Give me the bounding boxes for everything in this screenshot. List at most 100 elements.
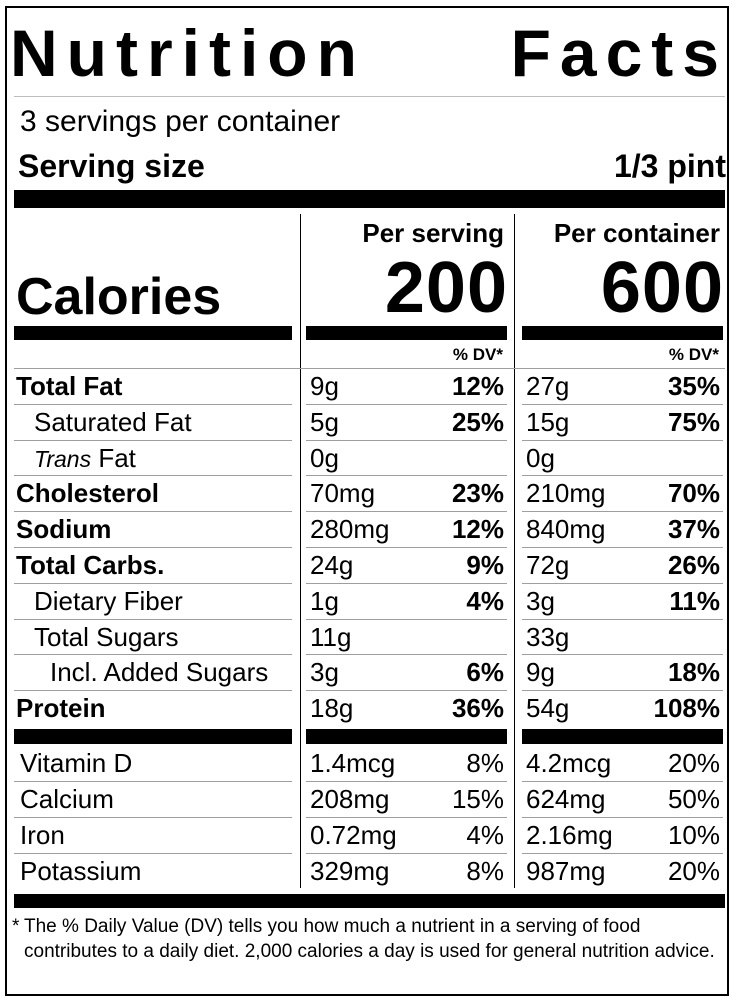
nutrient-name: Dietary Fiber [34, 586, 183, 616]
row-divider [306, 654, 507, 655]
thick-rule-bottom [14, 894, 725, 908]
serving-dv: 23% [451, 478, 504, 508]
serving-amount: 9g [310, 371, 339, 401]
container-amount: 840mg [526, 514, 606, 544]
vitamin-name: Potassium [20, 856, 142, 886]
vitamin-name: Vitamin D [20, 748, 133, 778]
container-amount: 4.2mcg [526, 748, 612, 778]
calories-rule [522, 326, 723, 340]
serving-amount: 18g [310, 693, 354, 723]
container-dv: 35% [667, 371, 720, 401]
row-divider [14, 619, 292, 620]
container-dv: 26% [667, 550, 720, 580]
row-divider [306, 475, 507, 476]
row-divider [522, 583, 723, 584]
column-divider-serving [300, 214, 301, 888]
container-amount: 210mg [526, 478, 606, 508]
row-divider [14, 583, 292, 584]
vitamin-name: Calcium [20, 784, 114, 814]
container-dv: 20% [667, 856, 720, 886]
serving-amount: 11g [310, 622, 352, 652]
serving-amount: 208mg [310, 784, 390, 814]
row-divider [306, 511, 507, 512]
row-divider [14, 547, 292, 548]
dv-header-container: % DV* [668, 345, 719, 364]
row-divider [306, 547, 507, 548]
nutrient-name: Saturated Fat [34, 407, 192, 437]
container-amount: 624mg [526, 784, 606, 814]
serving-dv: 8% [466, 748, 504, 778]
serving-dv: 8% [466, 856, 504, 886]
label-title: Nutrition Facts [10, 18, 722, 88]
serving-amount: 329mg [310, 856, 390, 886]
container-amount: 987mg [526, 856, 606, 886]
serving-dv: 36% [451, 693, 504, 723]
row-divider [522, 440, 723, 441]
servings-per-container: 3 servings per container [20, 105, 341, 138]
row-divider [14, 440, 292, 441]
serving-amount: 1g [310, 586, 339, 616]
serving-dv: 4% [466, 820, 504, 850]
per-container-header: Per container [553, 218, 720, 248]
calories-label: Calories [16, 268, 222, 326]
vitamin-name: Iron [20, 820, 65, 850]
container-amount: 2.16mg [526, 820, 613, 850]
row-divider [522, 547, 723, 548]
serving-dv: 12% [451, 514, 504, 544]
row-divider [306, 817, 507, 818]
calories-per-container: 600 [600, 248, 724, 328]
row-divider [14, 404, 292, 405]
vitamin-rule [306, 729, 507, 744]
container-dv: 18% [667, 657, 720, 687]
calories-per-serving: 200 [384, 248, 508, 328]
title-word-nutrition: Nutrition [10, 16, 366, 90]
nutrient-name: Sodium [16, 514, 112, 544]
container-dv: 11% [669, 586, 720, 616]
serving-amount: 0g [310, 443, 339, 473]
nutrient-name: Total Carbs. [16, 550, 165, 580]
serving-amount: 5g [310, 407, 339, 437]
serving-dv: 9% [466, 550, 504, 580]
row-divider [522, 690, 723, 691]
footnote-text: The % Daily Value (DV) tells you how muc… [24, 916, 715, 962]
divider [14, 96, 725, 97]
container-amount: 3g [526, 586, 555, 616]
row-divider [14, 817, 292, 818]
row-divider [14, 853, 292, 854]
column-divider-container [514, 214, 515, 888]
nutrient-name-italic: Trans [34, 446, 92, 472]
row-divider [306, 404, 507, 405]
container-dv: 70% [667, 478, 720, 508]
container-dv: 37% [667, 514, 720, 544]
nutrient-name: Trans Fat [34, 443, 136, 474]
container-dv: 108% [653, 693, 721, 723]
container-dv: 75% [667, 407, 720, 437]
row-divider [14, 781, 292, 782]
title-word-facts: Facts [510, 16, 728, 90]
container-dv: 20% [667, 748, 720, 778]
row-divider [14, 475, 292, 476]
container-amount: 0g [526, 443, 555, 473]
row-divider [522, 781, 723, 782]
serving-dv: 25% [451, 407, 504, 437]
nutrition-label [5, 6, 729, 996]
container-amount: 15g [526, 407, 570, 437]
per-serving-header: Per serving [362, 218, 504, 248]
serving-dv: 12% [451, 371, 504, 401]
row-divider [306, 619, 507, 620]
serving-size-label: Serving size [18, 148, 205, 184]
serving-amount: 280mg [310, 514, 390, 544]
row-divider [522, 511, 723, 512]
row-divider [306, 853, 507, 854]
calories-rule [14, 326, 292, 340]
container-amount: 9g [526, 657, 555, 687]
container-amount: 33g [526, 622, 570, 652]
container-amount: 27g [526, 371, 570, 401]
serving-dv: 6% [466, 657, 504, 687]
nutrient-name: Incl. Added Sugars [50, 657, 269, 687]
calories-rule [306, 326, 507, 340]
serving-amount: 1.4mcg [310, 748, 396, 778]
footnote: * The % Daily Value (DV) tells you how m… [12, 914, 726, 964]
serving-size-value: 1/3 pint [613, 148, 726, 184]
row-divider [522, 475, 723, 476]
